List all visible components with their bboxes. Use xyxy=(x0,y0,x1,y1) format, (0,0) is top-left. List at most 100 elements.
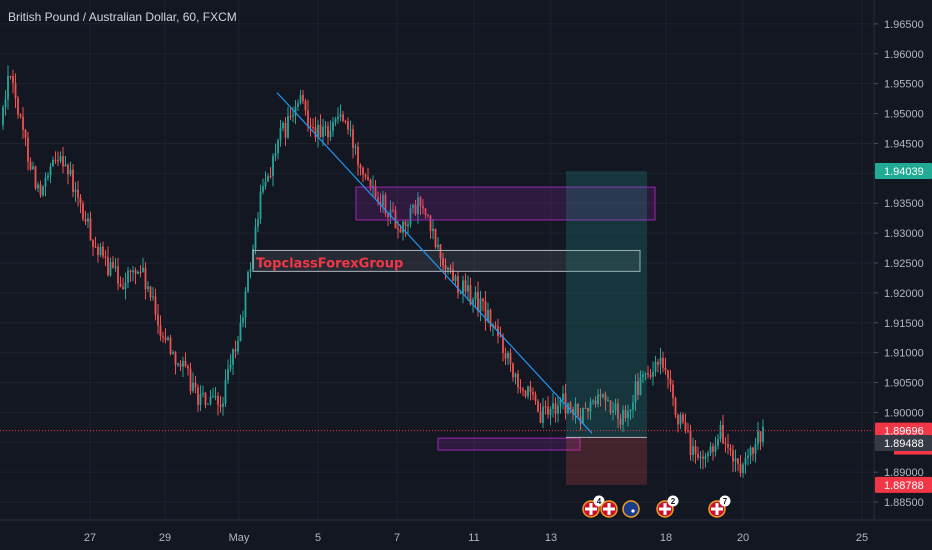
candle-body xyxy=(19,114,22,117)
candle-body xyxy=(107,256,109,276)
candle-body xyxy=(472,299,474,305)
candle-body xyxy=(274,153,277,156)
candle-body xyxy=(449,267,452,270)
candle-body xyxy=(629,409,632,412)
candle-body xyxy=(294,106,297,116)
candle-body xyxy=(114,266,117,268)
candle-body xyxy=(667,370,669,379)
candle-body xyxy=(197,387,199,405)
date-axis-label: 5 xyxy=(315,532,321,544)
uk-flag-icon[interactable]: 4 xyxy=(582,495,605,518)
candle-body xyxy=(262,186,264,192)
candle-body xyxy=(29,161,32,170)
candle-body xyxy=(192,382,194,392)
candle-body xyxy=(539,411,542,423)
candle-body xyxy=(39,184,42,196)
date-axis-label: 29 xyxy=(159,532,171,544)
candle-body xyxy=(322,127,324,137)
candle-body xyxy=(689,430,692,456)
candle-body xyxy=(92,240,94,247)
candle-body xyxy=(729,447,732,451)
candle-body xyxy=(419,197,422,207)
candle-body xyxy=(714,445,717,452)
candle-body xyxy=(287,115,289,138)
candle-body xyxy=(84,218,87,222)
candle-body xyxy=(659,357,662,365)
candle-body xyxy=(719,424,722,439)
candle-body xyxy=(467,285,469,292)
candle-body xyxy=(697,453,699,459)
candle-body xyxy=(614,403,617,411)
candle-body xyxy=(57,160,59,162)
candle-body xyxy=(222,403,224,407)
candle-body xyxy=(759,431,762,442)
candle-body xyxy=(664,367,667,371)
candle-body xyxy=(359,165,362,169)
stop-price-tag-bg xyxy=(875,476,932,493)
date-axis-label: 13 xyxy=(545,532,557,544)
target-price-tag-bg xyxy=(875,163,932,180)
candle-body xyxy=(542,406,544,423)
candle-body xyxy=(364,174,367,177)
candle-body xyxy=(32,166,34,170)
candle-body xyxy=(709,446,712,454)
position-loss-zone xyxy=(566,437,647,485)
candle-body xyxy=(462,280,464,294)
uk-flag-icon[interactable] xyxy=(600,500,618,518)
candle-body xyxy=(149,286,152,298)
candle-body xyxy=(334,119,337,123)
candle-body xyxy=(704,456,707,459)
candle-body xyxy=(417,197,419,215)
price-axis-label: 1.95000 xyxy=(884,109,924,121)
candle-body xyxy=(469,285,472,305)
price-axis-label: 1.93500 xyxy=(884,198,924,210)
date-axis-label: 27 xyxy=(84,532,96,544)
candle-body xyxy=(154,296,157,315)
candle-body xyxy=(172,352,174,354)
date-axis-label: 18 xyxy=(660,532,672,544)
candle-body xyxy=(129,270,132,272)
uk-flag-icon[interactable]: 2 xyxy=(656,495,679,518)
candle-body xyxy=(347,121,349,130)
candle-body xyxy=(537,401,539,412)
candle-body xyxy=(182,360,184,367)
au-flag-icon[interactable] xyxy=(622,500,640,518)
candle-body xyxy=(82,203,84,219)
candle-body xyxy=(527,386,529,397)
candle-body xyxy=(339,114,342,117)
candle-body xyxy=(167,337,169,340)
candle-body xyxy=(132,270,134,272)
candle-body xyxy=(384,195,387,214)
candle-body xyxy=(37,184,39,189)
candle-body xyxy=(557,405,559,414)
date-axis-label: 20 xyxy=(737,532,749,544)
candle-body xyxy=(127,270,129,283)
candle-body xyxy=(389,209,392,218)
candle-body xyxy=(199,394,202,405)
candle-body xyxy=(79,197,82,204)
candle-body xyxy=(232,349,234,365)
price-axis-label: 1.94500 xyxy=(884,138,924,150)
candle-body xyxy=(122,287,124,290)
candle-body xyxy=(259,191,262,220)
candle-body xyxy=(457,276,459,294)
candle-body xyxy=(694,446,697,454)
candle-body xyxy=(292,115,294,117)
candle-body xyxy=(74,189,77,192)
candle-body xyxy=(159,325,162,337)
candle-body xyxy=(139,271,142,273)
uk-flag-icon[interactable]: 7 xyxy=(708,495,731,518)
candle-body xyxy=(342,114,344,121)
candle-body xyxy=(754,444,757,454)
candle-body xyxy=(609,400,612,413)
candle-body xyxy=(559,400,562,406)
candle-body xyxy=(312,127,314,129)
candle-body xyxy=(134,270,137,274)
candle-body xyxy=(652,371,654,377)
candle-body xyxy=(177,363,179,365)
candle-body xyxy=(87,218,89,222)
candle-body xyxy=(157,314,159,326)
candle-body xyxy=(489,309,492,327)
